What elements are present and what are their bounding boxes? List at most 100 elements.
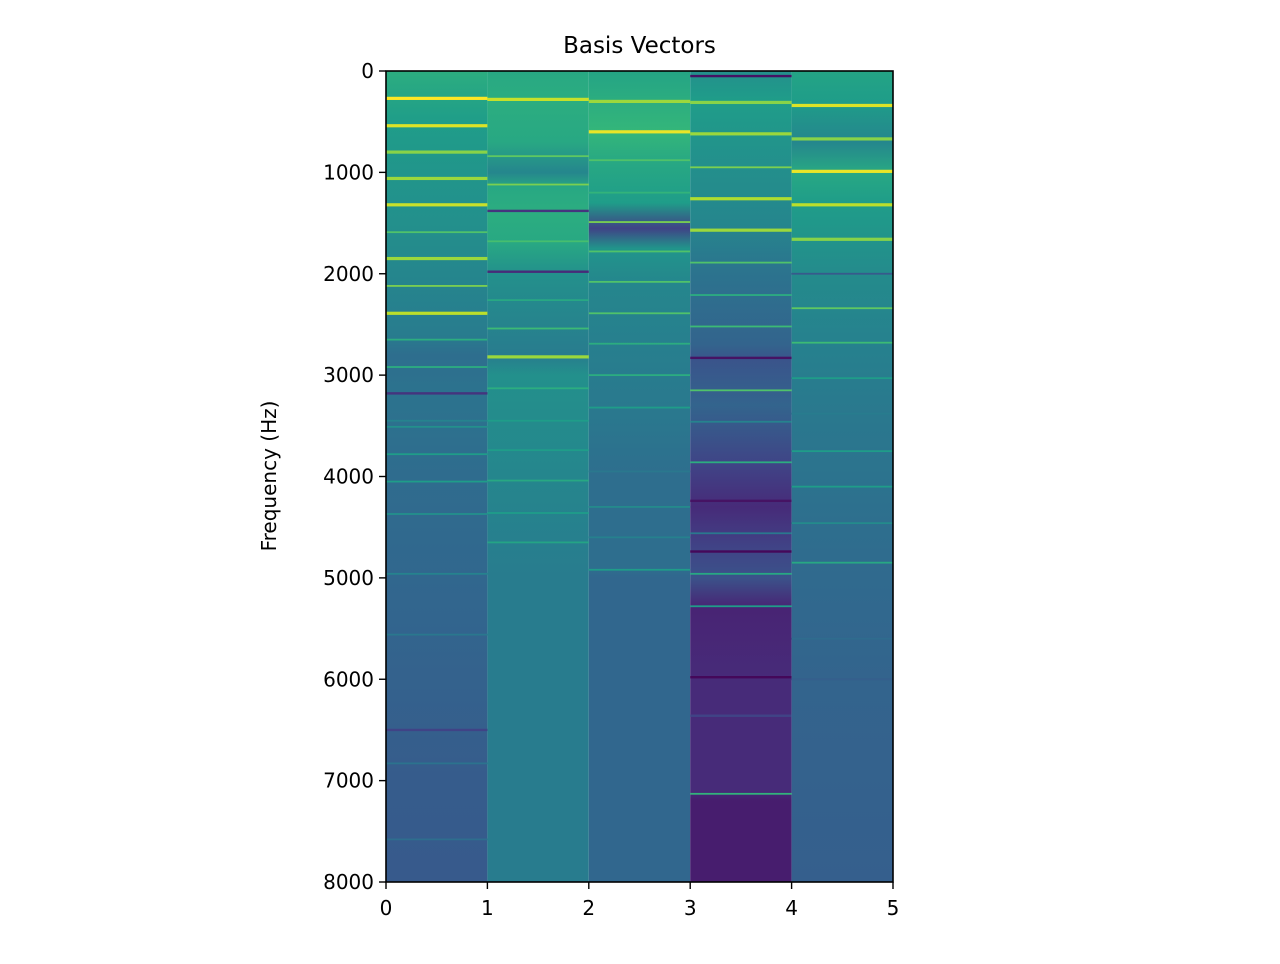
y-tick-label: 8000 bbox=[323, 870, 374, 894]
band-line bbox=[791, 561, 893, 564]
band-line bbox=[386, 392, 488, 395]
band-line bbox=[791, 137, 893, 141]
x-tick-label: 5 bbox=[887, 896, 900, 920]
band-line bbox=[487, 355, 589, 359]
band-line bbox=[588, 250, 691, 253]
band-line bbox=[690, 676, 792, 679]
band-line bbox=[386, 338, 488, 341]
band-line bbox=[386, 124, 488, 128]
heatmap-bands bbox=[386, 74, 893, 841]
x-tick-label: 0 bbox=[380, 896, 393, 920]
band-line bbox=[690, 261, 792, 264]
x-tick-label: 1 bbox=[481, 896, 494, 920]
band-line bbox=[690, 166, 792, 169]
band-line bbox=[487, 512, 589, 514]
y-axis: 0 1000 2000 3000 4000 5000 6000 7000 8000 bbox=[323, 59, 386, 894]
band-line bbox=[791, 341, 893, 344]
band-line bbox=[487, 449, 589, 452]
band-line bbox=[386, 728, 488, 732]
x-tick-label: 3 bbox=[684, 896, 697, 920]
band-line bbox=[386, 311, 488, 315]
band-line bbox=[588, 406, 691, 409]
band-line bbox=[386, 419, 488, 422]
band-line bbox=[588, 374, 691, 377]
band-line bbox=[690, 792, 792, 795]
band-line bbox=[690, 228, 792, 232]
band-line bbox=[588, 470, 691, 473]
band-line bbox=[791, 237, 893, 241]
band-line bbox=[487, 270, 589, 273]
band-line bbox=[690, 420, 792, 423]
band-line bbox=[487, 155, 589, 158]
y-tick-label: 5000 bbox=[323, 566, 374, 590]
band-line bbox=[386, 838, 488, 841]
band-line bbox=[690, 294, 792, 296]
band-line bbox=[690, 74, 792, 78]
y-tick-label: 7000 bbox=[323, 769, 374, 793]
y-tick-label: 6000 bbox=[323, 667, 374, 691]
band-line bbox=[690, 461, 792, 464]
band-line bbox=[386, 366, 488, 368]
band-line bbox=[588, 312, 691, 315]
band-line bbox=[690, 714, 792, 717]
band-line bbox=[791, 103, 893, 108]
heatmap-column-0 bbox=[386, 71, 488, 882]
band-line bbox=[690, 389, 792, 392]
band-line bbox=[791, 678, 893, 681]
band-line bbox=[588, 280, 691, 283]
band-line bbox=[588, 191, 691, 194]
band-line bbox=[690, 572, 792, 575]
band-line bbox=[690, 100, 792, 105]
band-line bbox=[487, 183, 589, 186]
band-line bbox=[487, 97, 589, 101]
band-line bbox=[386, 285, 488, 287]
band-line bbox=[487, 541, 589, 544]
band-line bbox=[791, 485, 893, 488]
heatmap-column-1 bbox=[487, 71, 589, 882]
band-line bbox=[487, 299, 589, 302]
band-line bbox=[588, 130, 691, 134]
band-line bbox=[690, 325, 792, 328]
band-line bbox=[588, 536, 691, 539]
x-axis: 0 1 2 3 4 5 bbox=[380, 882, 900, 920]
band-line bbox=[791, 412, 893, 415]
chart-title: Basis Vectors bbox=[563, 33, 716, 59]
band-line bbox=[487, 327, 589, 330]
band-line bbox=[386, 762, 488, 765]
y-tick-label: 1000 bbox=[323, 160, 374, 184]
band-line bbox=[690, 132, 792, 136]
band-line bbox=[588, 342, 691, 345]
band-line bbox=[487, 240, 589, 243]
band-line bbox=[791, 522, 893, 525]
band-line bbox=[791, 637, 893, 640]
heatmap-columns bbox=[386, 71, 893, 882]
band-line bbox=[487, 387, 589, 390]
y-tick-label: 4000 bbox=[323, 465, 374, 489]
band-line bbox=[690, 197, 792, 201]
band-line bbox=[690, 356, 792, 360]
y-axis-label: Frequency (Hz) bbox=[257, 401, 281, 552]
band-line bbox=[386, 256, 488, 261]
heatmap-column-3 bbox=[690, 71, 792, 882]
band-line bbox=[386, 176, 488, 181]
band-line bbox=[386, 150, 488, 154]
band-line bbox=[487, 419, 589, 422]
heatmap-column-4 bbox=[791, 71, 893, 882]
y-tick-label: 0 bbox=[361, 59, 374, 83]
band-line bbox=[690, 532, 792, 535]
band-line bbox=[386, 231, 488, 234]
band-line bbox=[588, 506, 691, 508]
x-tick-label: 2 bbox=[582, 896, 595, 920]
x-tick-label: 4 bbox=[785, 896, 798, 920]
band-line bbox=[386, 425, 488, 428]
band-line bbox=[386, 96, 488, 100]
band-line bbox=[386, 513, 488, 515]
band-line bbox=[386, 203, 488, 207]
band-line bbox=[487, 479, 589, 482]
band-line bbox=[791, 450, 893, 453]
band-line bbox=[690, 605, 792, 608]
heatmap-column-2 bbox=[588, 71, 691, 882]
band-line bbox=[791, 169, 893, 173]
